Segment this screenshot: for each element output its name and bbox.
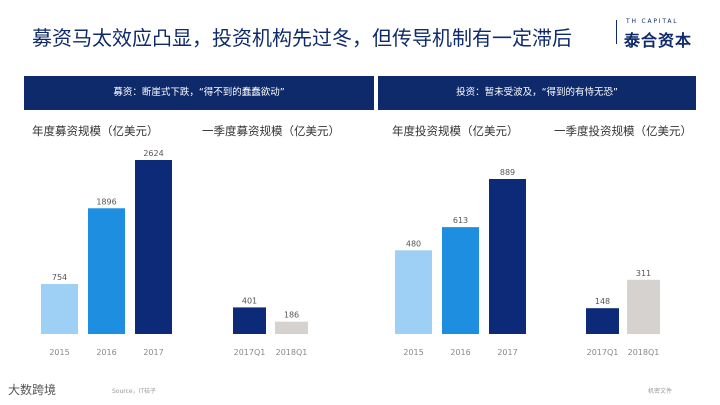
annual-investment-category-label-2016: 2016 [450,348,470,357]
annual-fundraising-bar-2017 [135,160,172,334]
q1-fundraising-value-label-2017Q1: 401 [242,296,257,305]
annual-fundraising-chart-title: 年度募资规模（亿美元） [32,124,159,138]
annual-investment-value-label-2016: 613 [453,216,468,225]
q1-investment-value-label-2017Q1: 148 [595,297,610,306]
annual-investment-bar-2016 [442,227,479,334]
annual-investment-chart-title: 年度投资规模（亿美元） [392,124,519,138]
annual-investment-bar-2017 [489,179,526,334]
annual-fundraising-value-label-2016: 1896 [96,197,116,206]
investment-banner: 投资：暂未受波及，“得到的有恃无恐” [378,76,696,110]
annual-fundraising-value-label-2015: 754 [52,273,67,282]
annual-investment-bar-2015 [395,250,432,334]
annual-investment-category-label-2017: 2017 [497,348,517,357]
q1-fundraising-category-label-2018Q1: 2018Q1 [276,348,308,357]
q1-investment-category-label-2017Q1: 2017Q1 [587,348,619,357]
annual-fundraising-bar-2015 [41,284,78,334]
logo-english-text: TH CAPITAL [626,18,679,25]
q1-fundraising-bar-2017Q1 [233,307,266,334]
annual-investment-value-label-2017: 889 [500,168,515,177]
q1-investment-category-label-2018Q1: 2018Q1 [628,348,660,357]
annual-fundraising-bar-2016 [88,208,125,334]
q1-investment-value-label-2018Q1: 311 [636,269,651,278]
footer-source: Source，IT桔子 [112,388,157,395]
q1-fundraising-bar-2018Q1 [275,321,308,334]
footer-confidential: 机密文件 [648,388,673,395]
annual-investment-category-label-2015: 2015 [403,348,423,357]
annual-fundraising-category-label-2015: 2015 [49,348,69,357]
annual-investment-value-label-2015: 480 [406,239,421,248]
q1-fundraising-category-label-2017Q1: 2017Q1 [234,348,266,357]
q1-fundraising-chart-title: 一季度募资规模（亿美元） [202,124,340,138]
annual-fundraising-category-label-2017: 2017 [143,348,163,357]
logo-divider [616,20,617,44]
annual-fundraising-category-label-2016: 2016 [96,348,116,357]
q1-investment-bar-2017Q1 [586,308,619,334]
logo-chinese-text: 泰合资本 [624,31,693,50]
q1-investment-bar-2018Q1 [627,279,660,334]
q1-fundraising-value-label-2018Q1: 186 [284,311,299,320]
footer-watermark: 大数跨境 [8,383,57,397]
annual-fundraising-value-label-2017: 2624 [143,149,163,158]
q1-investment-chart-title: 一季度投资规模（亿美元） [554,124,692,138]
fundraising-banner: 募资：断崖式下跌，“得不到的蠢蠢欲动” [24,76,374,110]
slide-title: 募资马太效应凸显，投资机构先过冬，但传导机制有一定滞后 [32,26,572,50]
